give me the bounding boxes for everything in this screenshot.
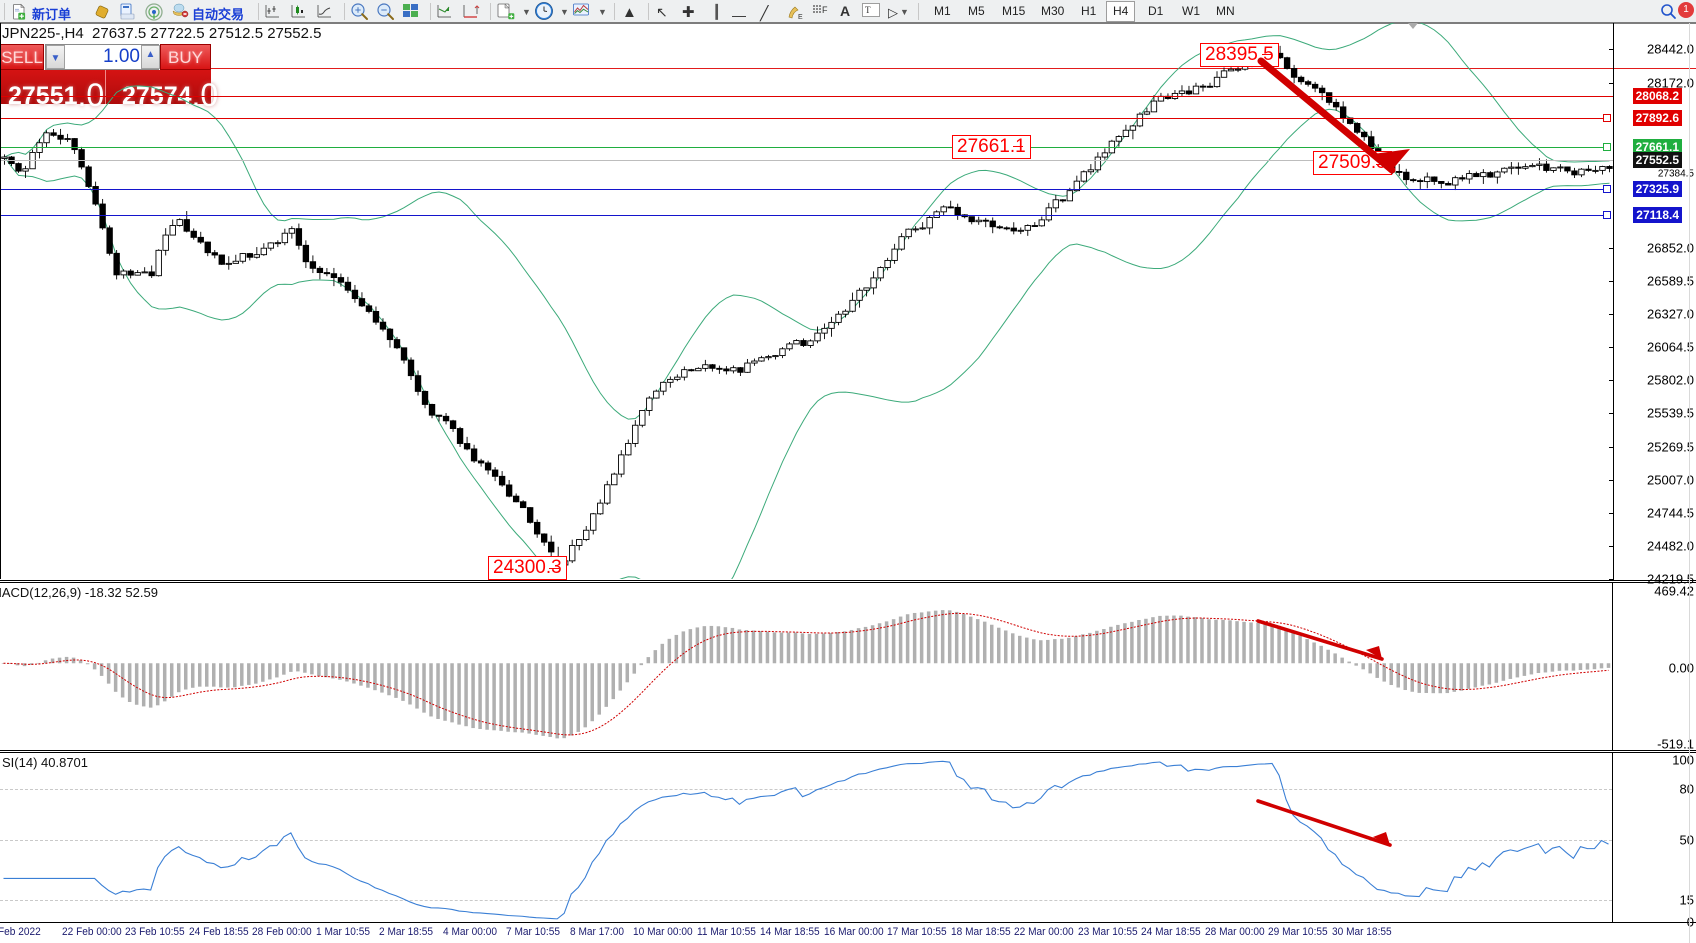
svg-text:E: E bbox=[798, 14, 803, 21]
svg-text:T: T bbox=[865, 5, 871, 15]
svg-text:F: F bbox=[822, 5, 828, 15]
